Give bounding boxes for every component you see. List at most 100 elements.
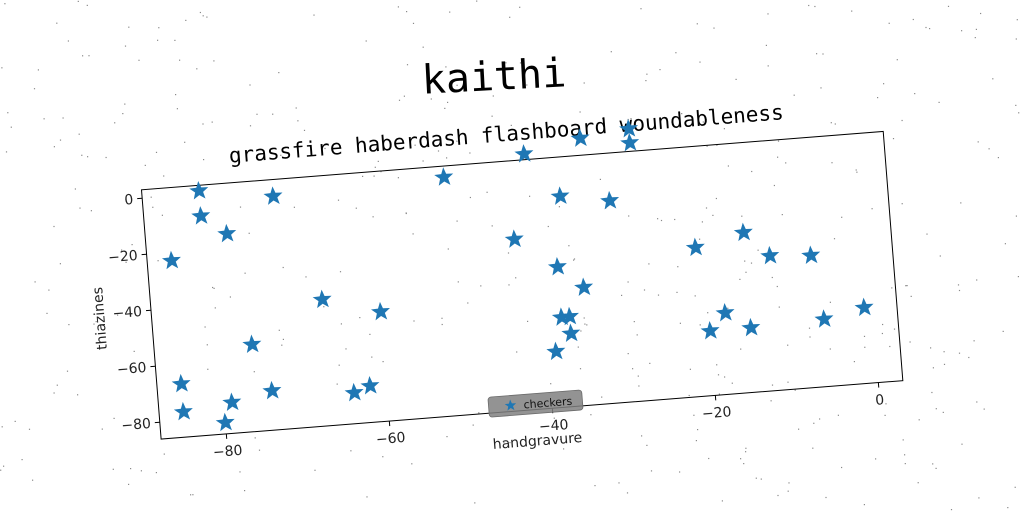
speckle <box>163 453 165 455</box>
speckle <box>444 107 446 109</box>
speckle <box>724 376 726 378</box>
speckle <box>155 472 157 474</box>
speckle <box>469 152 471 154</box>
speckle <box>112 468 114 470</box>
speckle <box>755 477 757 479</box>
speckle <box>997 157 999 159</box>
speckle <box>1 67 3 69</box>
speckle <box>74 188 76 190</box>
speckle <box>891 287 893 289</box>
speckle <box>820 87 822 89</box>
speckle <box>140 470 142 472</box>
speckle <box>105 156 107 159</box>
speckle <box>422 46 424 48</box>
speckle <box>340 323 342 325</box>
speckle <box>373 175 375 177</box>
speckle <box>131 244 133 246</box>
speckle <box>798 428 800 430</box>
speckle <box>699 61 701 63</box>
data-point <box>173 401 193 421</box>
speckle <box>90 210 92 212</box>
speckle <box>633 321 635 323</box>
speckle <box>527 320 529 322</box>
scatter-plot: grassfire haberdash flashboard woundable… <box>90 100 904 461</box>
speckle <box>446 436 448 438</box>
speckle <box>787 381 789 383</box>
speckle <box>457 281 459 283</box>
speckle <box>702 121 704 123</box>
speckle <box>636 334 638 336</box>
speckle <box>745 271 747 273</box>
data-point <box>760 245 780 265</box>
speckle <box>256 113 258 115</box>
speckle <box>377 160 379 162</box>
speckle <box>696 23 698 25</box>
speckle <box>599 178 601 180</box>
speckle <box>244 490 246 492</box>
speckle <box>355 207 357 209</box>
speckle <box>48 289 50 291</box>
speckle <box>281 344 283 346</box>
speckle <box>904 463 906 465</box>
x-tick-label: −20 <box>701 404 732 422</box>
speckle <box>583 317 585 319</box>
y-tick-label: 0 <box>124 192 134 209</box>
speckle <box>303 129 306 131</box>
speckle <box>628 215 630 217</box>
data-point <box>222 392 242 411</box>
speckle <box>272 113 274 115</box>
speckle <box>906 285 908 287</box>
speckle <box>892 138 895 140</box>
x-tick-label: −60 <box>375 430 406 448</box>
speckle <box>278 329 280 331</box>
speckle <box>397 6 399 8</box>
speckle <box>447 248 449 250</box>
speckle <box>124 103 126 105</box>
speckle <box>79 207 81 209</box>
speckle <box>382 456 384 458</box>
speckle <box>519 6 521 8</box>
speckle <box>814 5 816 8</box>
speckle <box>406 64 409 66</box>
speckle <box>382 361 384 363</box>
data-point <box>312 289 332 309</box>
speckle <box>503 442 505 444</box>
speckle <box>771 276 773 279</box>
speckle <box>831 162 833 164</box>
speckle <box>829 348 831 350</box>
speckle <box>68 324 70 326</box>
speckle <box>707 312 709 314</box>
speckle <box>362 175 364 177</box>
speckle <box>77 0 79 3</box>
speckle <box>975 28 977 30</box>
speckle <box>93 323 95 325</box>
speckle <box>553 417 555 419</box>
speckle <box>573 259 575 261</box>
speckle <box>643 289 646 291</box>
speckle <box>144 164 146 166</box>
speckle <box>1018 112 1020 114</box>
speckle <box>87 156 89 158</box>
speckle <box>750 262 753 264</box>
speckle <box>414 144 416 146</box>
speckle <box>902 439 904 441</box>
speckle <box>516 351 518 353</box>
speckle <box>788 482 790 484</box>
speckle <box>157 39 159 41</box>
speckle <box>32 479 34 481</box>
speckle <box>968 356 970 359</box>
speckle <box>932 367 934 369</box>
speckle <box>4 3 6 5</box>
speckle <box>896 59 898 61</box>
speckle <box>491 225 493 227</box>
speckle <box>324 147 326 150</box>
data-point <box>191 206 211 225</box>
speckle <box>7 112 9 114</box>
speckle <box>374 166 376 168</box>
data-point <box>733 222 753 242</box>
speckle <box>86 4 88 6</box>
speckle <box>21 459 23 461</box>
speckle <box>184 141 186 143</box>
speckle <box>942 411 944 413</box>
speckle <box>190 494 192 496</box>
